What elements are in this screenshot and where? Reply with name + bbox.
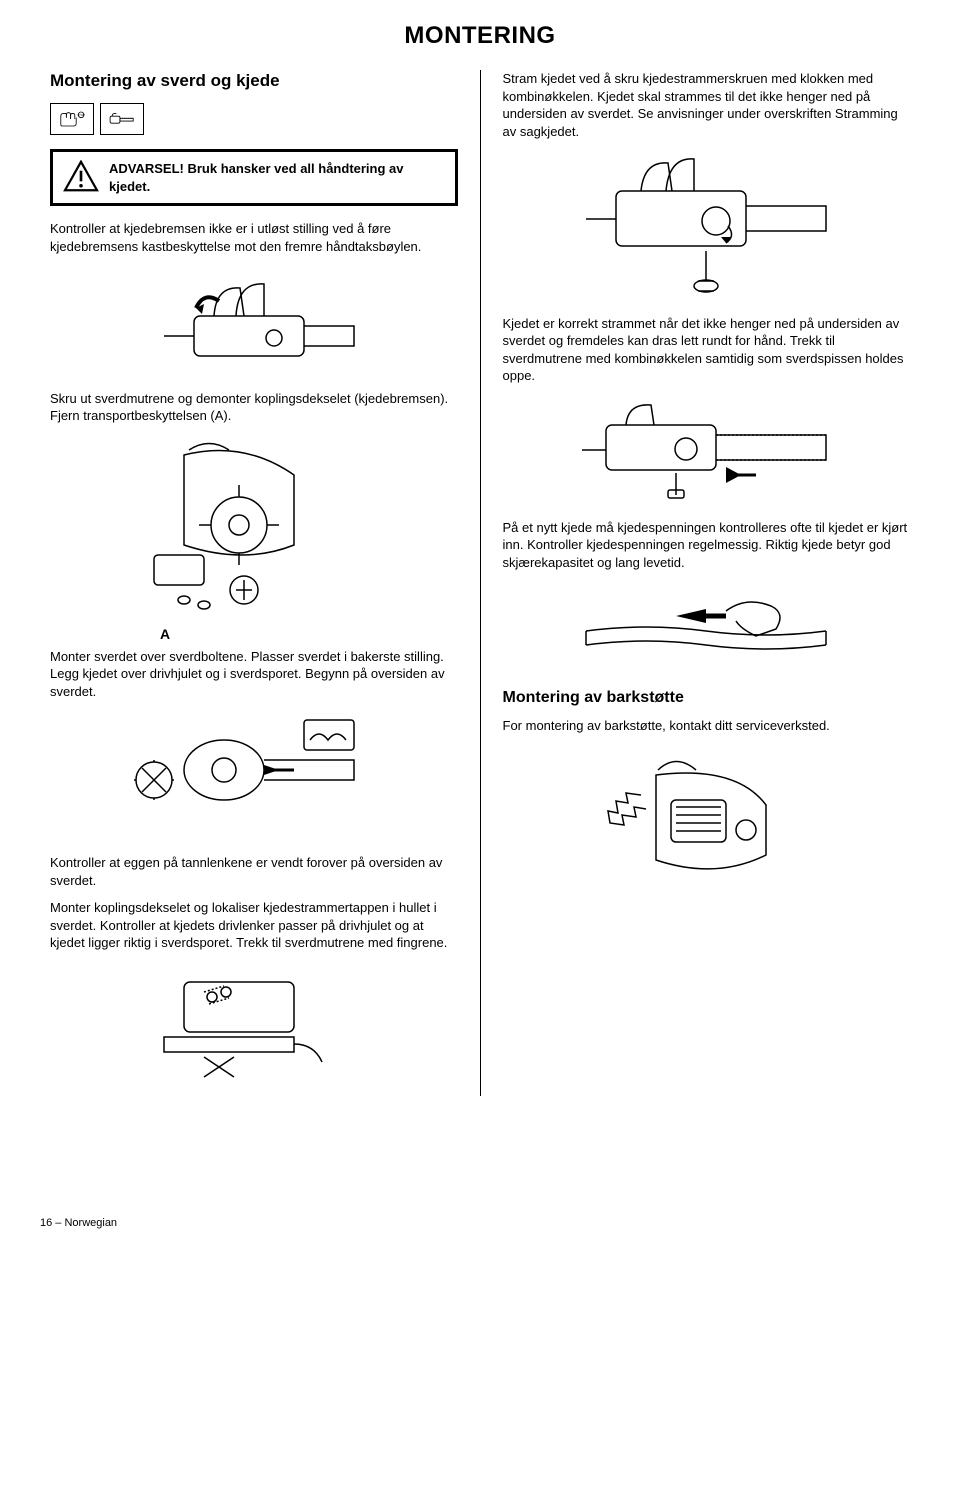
paragraph-l1: Kontroller at kjedebremsen ikke er i utl… xyxy=(50,220,458,255)
paragraph-r2: Kjedet er korrekt strammet når det ikke … xyxy=(503,315,911,385)
gloves-icon: STOP xyxy=(50,103,94,135)
warning-text: ADVARSEL! Bruk hansker ved all håndterin… xyxy=(109,160,445,195)
section-title-left: Montering av sverd og kjede xyxy=(50,70,458,93)
chainsaw-icon xyxy=(100,103,144,135)
paragraph-r4: For montering av barkstøtte, kontakt dit… xyxy=(503,717,911,735)
figure-label-a: A xyxy=(160,625,458,644)
paragraph-l5: Monter koplingsdekselet og lokaliser kje… xyxy=(50,899,458,952)
figure-barkstotte xyxy=(503,745,911,895)
column-divider xyxy=(480,70,481,1095)
paragraph-l3: Monter sverdet over sverdboltene. Plasse… xyxy=(50,648,458,701)
figure-remove-cover xyxy=(50,435,458,615)
warning-triangle-icon xyxy=(63,160,99,192)
figure-tighten-nuts xyxy=(50,962,458,1082)
paragraph-l2: Skru ut sverdmutrene og demonter kopling… xyxy=(50,390,458,425)
paragraph-l4: Kontroller at eggen på tannlenkene er ve… xyxy=(50,854,458,889)
figure-chain-check xyxy=(503,581,911,671)
subsection-title-barkstotte: Montering av barkstøtte xyxy=(503,687,911,709)
two-column-layout: Montering av sverd og kjede STOP xyxy=(40,70,920,1095)
page-footer: 16 – Norwegian xyxy=(40,1216,920,1231)
left-column: Montering av sverd og kjede STOP xyxy=(40,70,476,1095)
figure-chainsaw-brake xyxy=(50,266,458,376)
paragraph-r1: Stram kjedet ved å skru kjedestrammerskr… xyxy=(503,70,911,140)
figure-correct-tension xyxy=(503,395,911,505)
figure-tension-screw xyxy=(503,151,911,301)
right-column: Stram kjedet ved å skru kjedestrammerskr… xyxy=(485,70,921,1095)
svg-text:STOP: STOP xyxy=(77,114,85,118)
paragraph-r3: På et nytt kjede må kjedespenningen kont… xyxy=(503,519,911,572)
figure-mount-bar xyxy=(50,710,458,840)
page-title: MONTERING xyxy=(40,20,920,52)
icon-row: STOP xyxy=(50,103,458,135)
warning-box: ADVARSEL! Bruk hansker ved all håndterin… xyxy=(50,149,458,206)
